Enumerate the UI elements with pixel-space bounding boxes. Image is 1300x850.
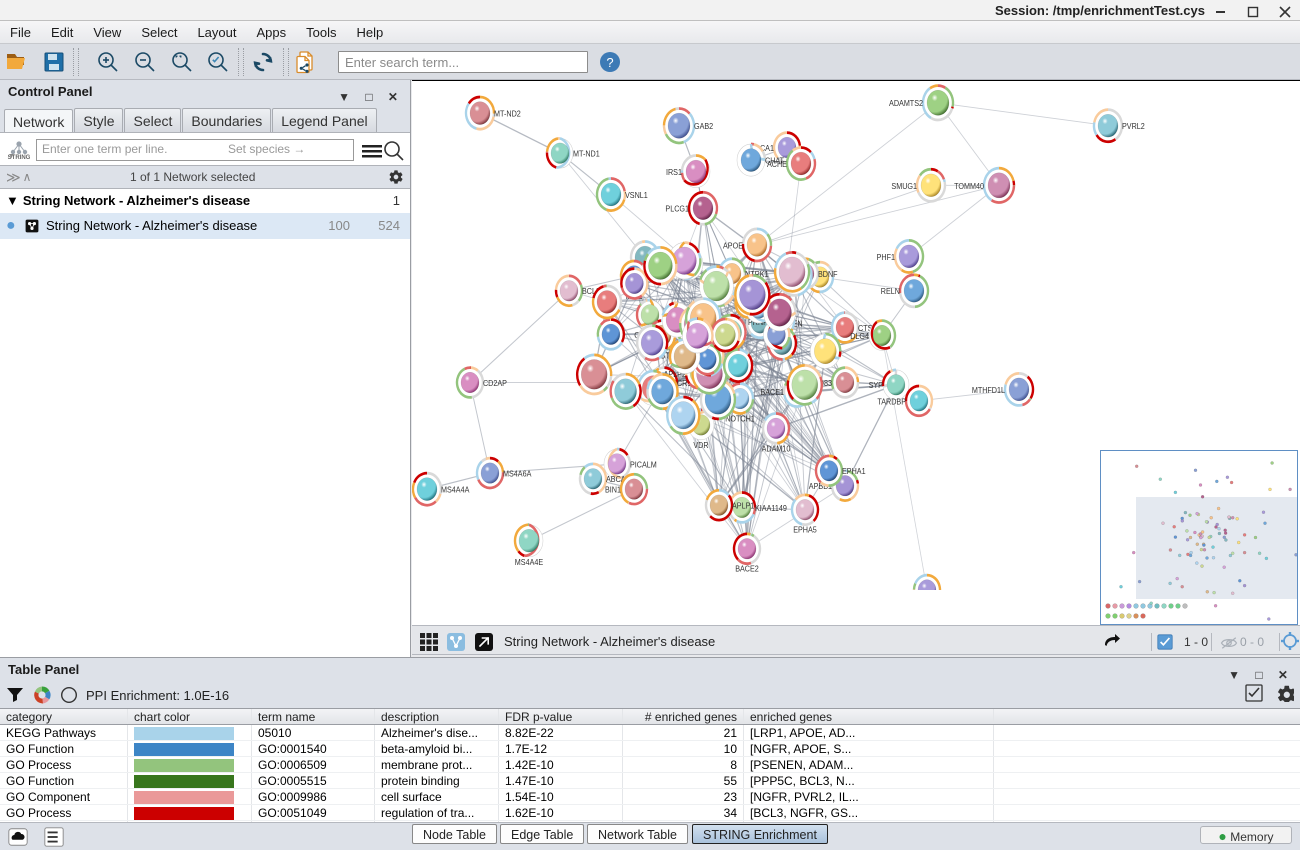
svg-text:RELN: RELN <box>881 287 900 297</box>
svg-text:BACE2: BACE2 <box>735 564 759 574</box>
svg-text:MS4A4E: MS4A4E <box>515 557 543 567</box>
svg-text:ADAMTS2: ADAMTS2 <box>889 99 923 109</box>
svg-text:ACHE: ACHE <box>767 160 787 170</box>
svg-text:TARDBP: TARDBP <box>877 397 906 407</box>
svg-text:MS4A4A: MS4A4A <box>441 485 470 495</box>
svg-text:PHF1: PHF1 <box>877 252 895 262</box>
svg-text:VDR: VDR <box>693 440 709 450</box>
svg-text:PICALM: PICALM <box>630 460 657 470</box>
svg-text:EPHA5: EPHA5 <box>793 525 817 535</box>
svg-text:MS4A6A: MS4A6A <box>503 469 532 479</box>
svg-text:MT-ND1: MT-ND1 <box>573 149 600 159</box>
svg-text:CD2AP: CD2AP <box>483 378 507 388</box>
svg-text:?: ? <box>606 55 613 70</box>
svg-text:APLP1: APLP1 <box>732 501 754 511</box>
svg-text:IRS1: IRS1 <box>666 168 682 178</box>
svg-text:MT-ND2: MT-ND2 <box>494 109 521 119</box>
svg-text:APOE: APOE <box>723 241 743 251</box>
svg-text:KIAA1149: KIAA1149 <box>755 503 787 513</box>
svg-text:MTHFD1L: MTHFD1L <box>972 385 1006 395</box>
svg-text:NOTCH1: NOTCH1 <box>725 414 755 424</box>
svg-text:SYP: SYP <box>869 381 883 391</box>
svg-text:GAB2: GAB2 <box>694 122 713 132</box>
svg-text:DLG4: DLG4 <box>850 331 869 341</box>
svg-text:EPHA1: EPHA1 <box>842 467 866 477</box>
svg-text:TOMM40: TOMM40 <box>954 181 984 191</box>
svg-text:PLCG1: PLCG1 <box>665 204 689 214</box>
svg-text:VSNL1: VSNL1 <box>625 190 648 200</box>
svg-text:ADAM10: ADAM10 <box>762 444 791 454</box>
svg-text:BDNF: BDNF <box>818 270 838 280</box>
svg-text:BIN1: BIN1 <box>605 485 621 495</box>
svg-text:BACE1: BACE1 <box>760 388 784 398</box>
svg-text:PVRL2: PVRL2 <box>1122 122 1145 132</box>
svg-text:SMUG1: SMUG1 <box>891 181 917 191</box>
